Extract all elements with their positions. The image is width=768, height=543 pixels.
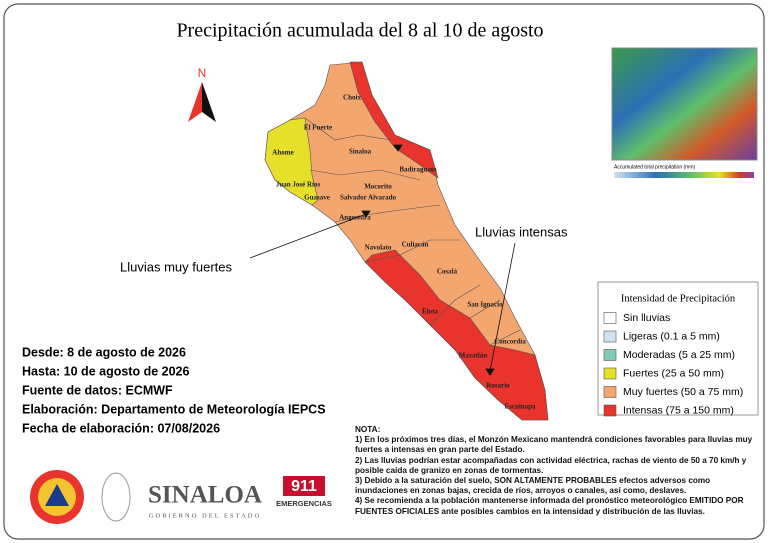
legend-label: Intensas (75 a 150 mm) <box>623 404 734 416</box>
legend-label: Sin lluvias <box>623 312 670 324</box>
municipality-label: Navolato <box>365 244 392 252</box>
legend-label: Ligeras (0.1 a 5 mm) <box>623 330 720 342</box>
info-line: Desde: 8 de agosto de 2026 <box>22 345 186 359</box>
municipality-label: El Fuerte <box>304 124 332 132</box>
north-arrow: N <box>188 66 216 122</box>
municipality-label: Mocorito <box>364 183 392 191</box>
municipality-label: Elota <box>422 308 438 316</box>
note-paragraph: 3) Debido a la saturación del suelo, SON… <box>355 476 711 496</box>
municipality-label: Mazatlán <box>459 352 487 360</box>
municipality-label: Juan José Ríos <box>276 181 321 189</box>
info-line: Fuente de datos: ECMWF <box>22 383 173 397</box>
municipality-label: Culiacán <box>402 241 429 249</box>
note-paragraph: 2) Las lluvias podrían estar acompañadas… <box>355 455 747 475</box>
emergency-number: 911 <box>291 478 317 495</box>
legend-label: Moderadas (5 a 25 mm) <box>623 349 735 361</box>
markers <box>249 144 516 376</box>
info-line: Elaboración: Departamento de Meteorologí… <box>22 402 326 416</box>
legend-swatch <box>603 367 617 380</box>
municipality-label: Cosalá <box>437 268 458 276</box>
municipality-label: Ahome <box>272 149 293 157</box>
info-line: Hasta: 10 de agosto de 2026 <box>22 364 189 378</box>
municipality-label: Sinaloa <box>349 148 372 156</box>
info-line: Fecha de elaboración: 07/08/2026 <box>22 421 220 435</box>
annotation: Lluvias intensas <box>475 224 568 239</box>
note: NOTA: 1) En los próximos tres días, el Mo… <box>355 425 765 517</box>
emergency-label: EMERGENCIAS <box>276 499 332 508</box>
logos: SINALOA GOBIERNO DEL ESTADO 911 EMERGENC… <box>30 470 332 524</box>
municipality-label: Angostura <box>339 214 371 222</box>
frame <box>3 3 765 540</box>
region <box>264 117 319 206</box>
municipality-label: Guasave <box>304 194 330 202</box>
inset-map: Accumulated total precipitation (mm) <box>611 47 758 178</box>
state-name: SINALOA <box>148 482 262 509</box>
legend-swatch <box>603 349 617 361</box>
municipality-label: Escuinapa <box>504 403 536 411</box>
region <box>349 61 439 179</box>
inset-caption: Accumulated total precipitation (mm) <box>614 164 695 170</box>
legend-box <box>597 281 759 416</box>
municipality-label: Salvador Alvarado <box>340 194 397 202</box>
legend-swatch <box>603 386 617 398</box>
title: Precipitación acumulada del 8 al 10 de a… <box>176 20 543 42</box>
legend-label: Fuertes (25 a 50 mm) <box>623 367 724 379</box>
municipality-label: San Ignacio <box>467 301 503 309</box>
legend-swatch <box>603 312 617 324</box>
municipality-label: Concordia <box>494 338 526 346</box>
annotation: Lluvias muy fuertes <box>120 259 232 274</box>
legend-title: Intensidad de Precipitación <box>621 293 736 304</box>
municipality-label: Badiraguato <box>399 166 437 174</box>
municipality-label: Rosario <box>486 382 510 390</box>
municipality-label: Choix <box>343 94 361 102</box>
note-title: NOTA: <box>355 425 381 434</box>
state-map <box>264 61 549 421</box>
legend-swatch <box>603 330 617 343</box>
legend-swatch <box>603 404 617 417</box>
note-paragraph: 4) Se recomienda a la población mantener… <box>355 496 744 516</box>
note-paragraph: 1) En los próximos tres días, el Monzón … <box>355 435 753 455</box>
legend-label: Muy fuertes (50 a 75 mm) <box>623 386 743 398</box>
north-label: N <box>198 66 207 80</box>
region <box>364 249 549 421</box>
government: GOBIERNO DEL ESTADO <box>149 512 261 519</box>
